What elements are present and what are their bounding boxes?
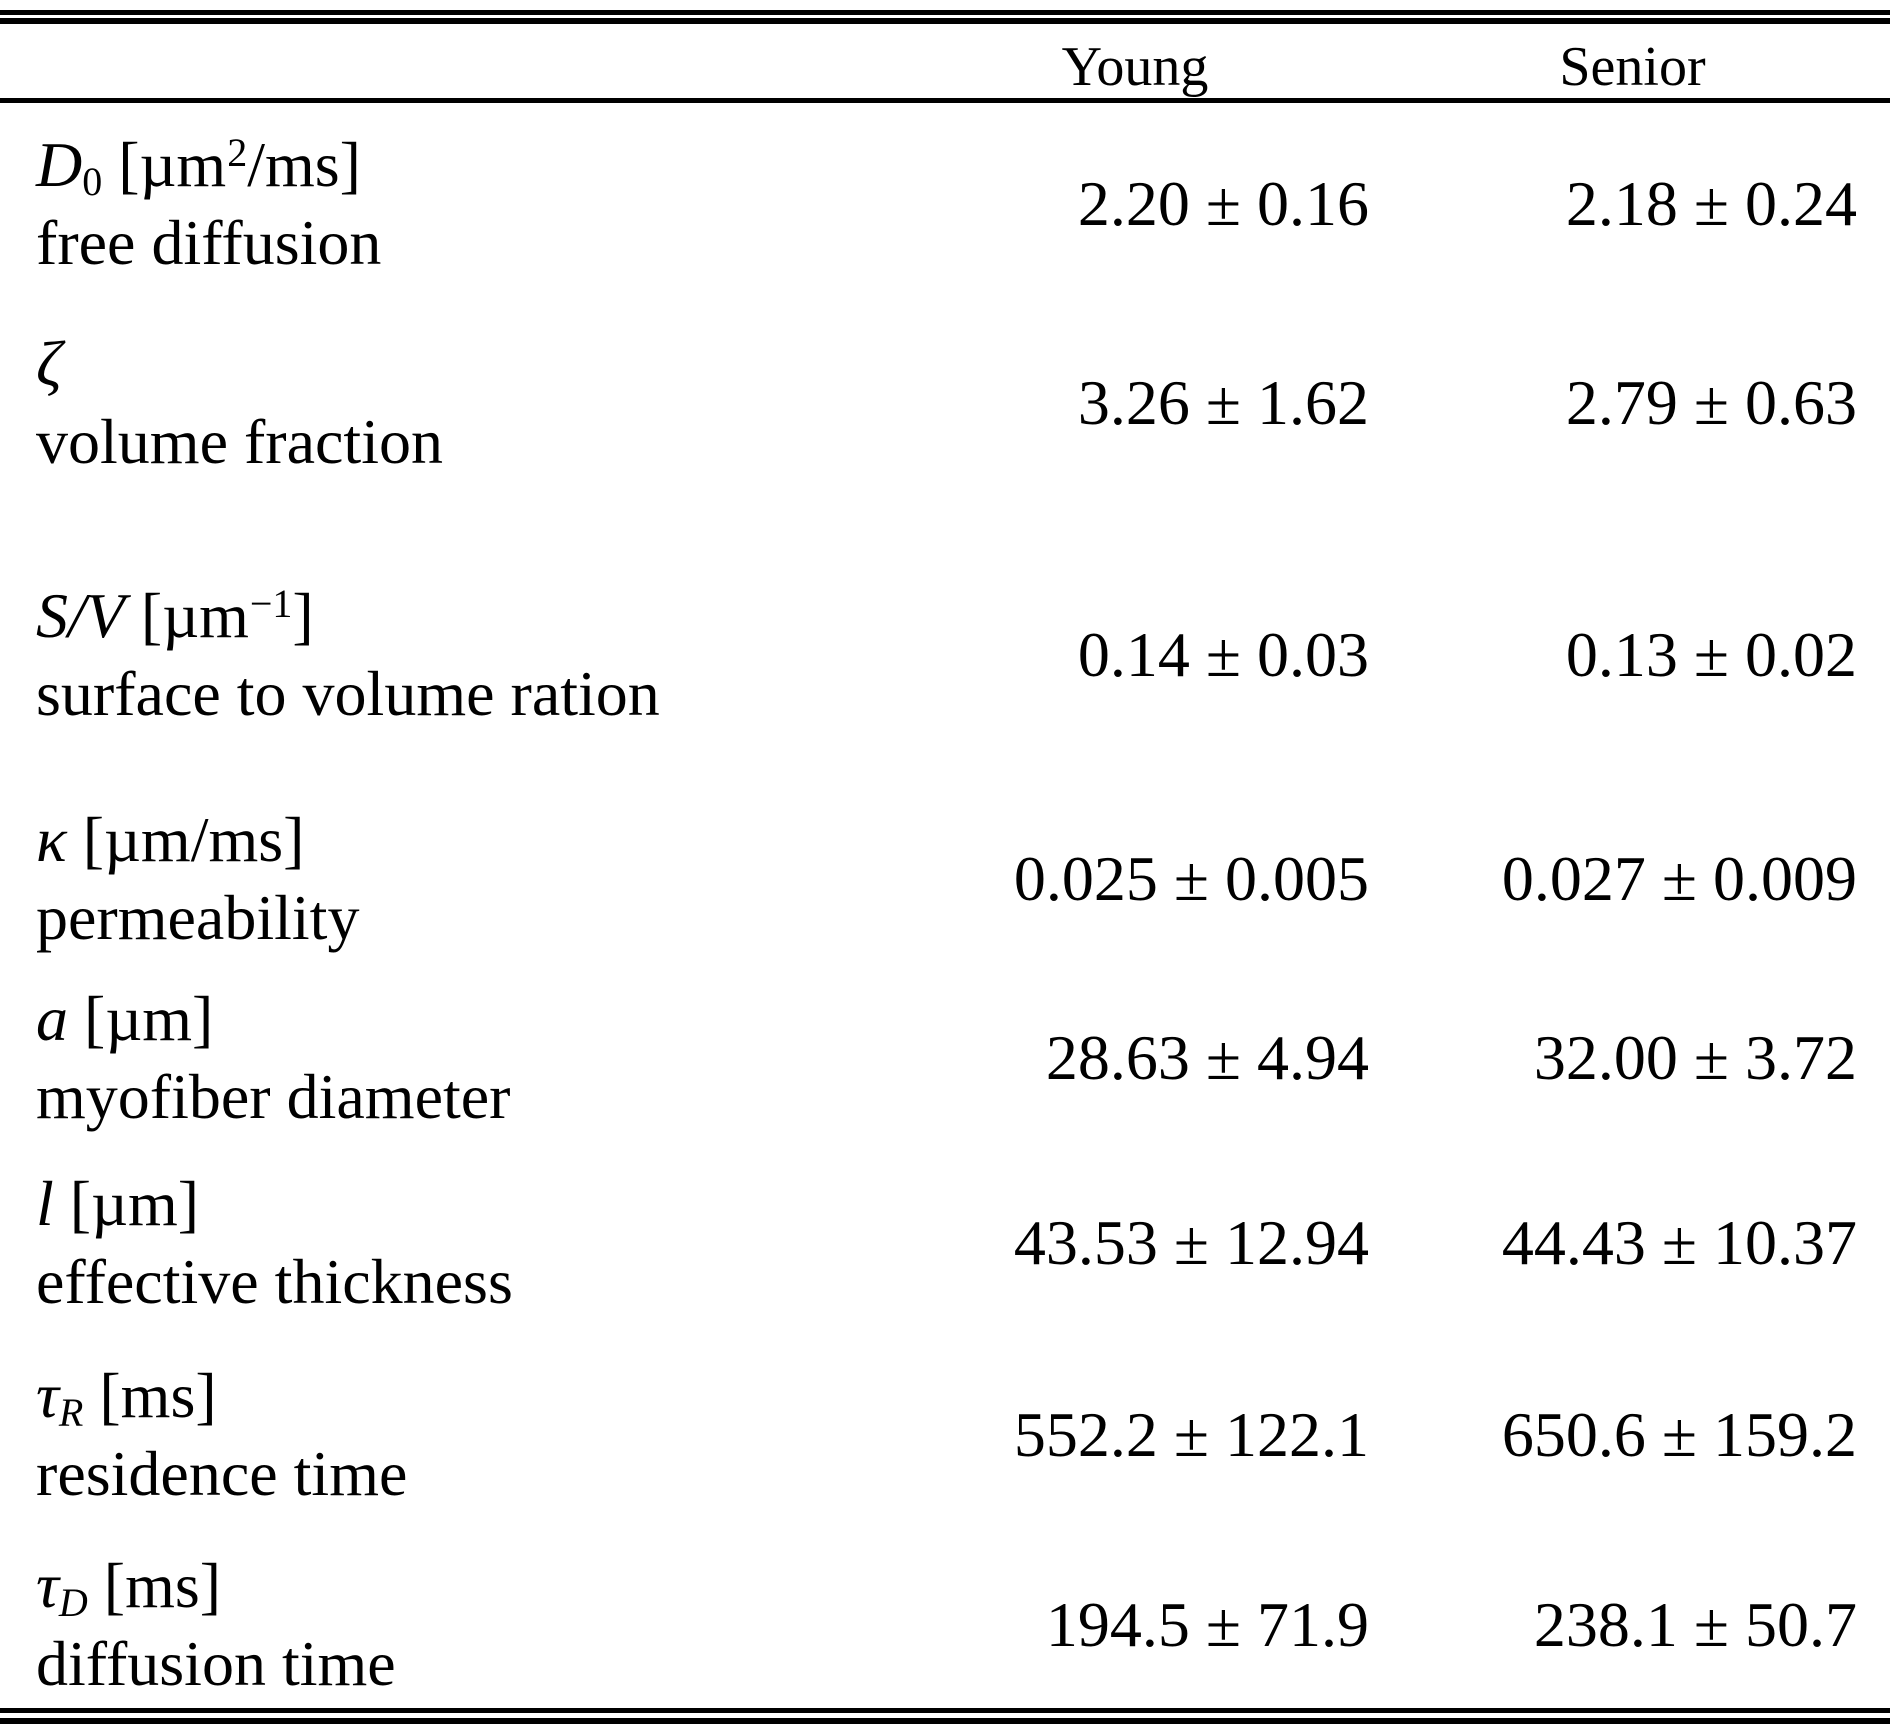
param-symbol: τ: [36, 1360, 59, 1431]
param-symbol-line: a [µm]: [36, 980, 895, 1058]
param-symbol: D: [36, 129, 83, 200]
unit-superscript: 2: [227, 130, 248, 175]
param-label-cell: D0 [µm2/ms] free diffusion: [0, 103, 895, 305]
param-subscript-italic: D: [58, 1579, 88, 1625]
param-description: surface to volume ration: [36, 657, 660, 729]
unit-pre: [ms]: [103, 1550, 222, 1621]
param-unit: [µm2/ms]: [118, 129, 361, 200]
value-senior: 650.6 ± 159.2: [1501, 1399, 1857, 1470]
value-senior: 32.00 ± 3.72: [1533, 1022, 1857, 1093]
param-symbol-line: D0 [µm2/ms]: [36, 126, 895, 204]
unit-pre: [µm]: [69, 1168, 200, 1239]
param-symbol-line: S/V [µm−1]: [36, 577, 895, 655]
param-description: permeability: [36, 882, 360, 953]
param-unit: [µm−1]: [141, 580, 314, 651]
unit-pre: [ms]: [99, 1360, 217, 1431]
param-symbol: l: [36, 1168, 54, 1239]
param-label-cell: κ [µm/ms] permeability: [0, 804, 895, 953]
value-young: 0.025 ± 0.005: [1013, 843, 1369, 914]
value-young: 2.20 ± 0.16: [1077, 168, 1369, 239]
param-unit: [µm]: [84, 983, 214, 1054]
param-label-cell: ζ volume fraction: [0, 305, 895, 501]
value-senior: 2.18 ± 0.24: [1565, 168, 1857, 239]
param-subscript: 0: [82, 158, 103, 204]
param-symbol: a: [36, 983, 68, 1054]
header-parameter: [0, 24, 895, 103]
top-rule-inner: [0, 18, 1890, 24]
param-symbol: κ: [36, 804, 67, 875]
param-unit: [78, 328, 79, 399]
param-symbol: S/V: [36, 579, 125, 651]
value-senior: 238.1 ± 50.7: [1533, 1589, 1857, 1660]
value-young: 194.5 ± 71.9: [1045, 1589, 1369, 1660]
unit-pre: [µm: [140, 579, 249, 651]
param-unit: [ms]: [104, 1550, 222, 1621]
param-label-cell: τR [ms] residence time: [0, 1320, 895, 1550]
unit-pre: [µm: [118, 129, 227, 200]
param-description: free diffusion: [36, 207, 382, 278]
value-senior: 0.13 ± 0.02: [1565, 618, 1857, 690]
param-description: residence time: [36, 1438, 408, 1509]
param-description: volume fraction: [36, 406, 443, 477]
unit-pre: [µm]: [84, 983, 214, 1054]
parameters-table: Young Senior D0 [µm2/ms] free diffusion 2…: [0, 24, 1890, 1700]
param-unit: [ms]: [99, 1360, 217, 1431]
param-symbol-line: l [µm]: [36, 1165, 895, 1243]
value-young: 0.14 ± 0.03: [1077, 618, 1369, 690]
param-label-cell: τD [ms] diffusion time: [0, 1550, 895, 1700]
unit-post: ]: [292, 579, 314, 651]
value-senior: 44.43 ± 10.37: [1501, 1207, 1857, 1278]
value-young: 552.2 ± 122.1: [1013, 1399, 1369, 1470]
param-description: effective thickness: [36, 1246, 513, 1317]
header-senior: Senior: [1559, 36, 1706, 98]
value-senior: 2.79 ± 0.63: [1565, 367, 1857, 438]
param-symbol: ζ: [36, 328, 62, 399]
param-label-cell: a [µm] myofiber diameter: [0, 950, 895, 1166]
param-symbol: τ: [36, 1550, 59, 1621]
bottom-rule-outer: [0, 1718, 1890, 1724]
value-young: 3.26 ± 1.62: [1077, 367, 1369, 438]
param-symbol-line: τD [ms]: [36, 1547, 895, 1625]
unit-superscript: −1: [249, 580, 293, 626]
unit-pre: [µm/ms]: [82, 804, 305, 875]
param-unit: [µm/ms]: [83, 804, 306, 875]
param-description: myofiber diameter: [36, 1061, 511, 1132]
param-symbol-line: ζ: [36, 325, 895, 403]
header-rule: [0, 98, 1890, 103]
header-young: Young: [1061, 36, 1209, 98]
param-symbol-line: κ [µm/ms]: [36, 801, 895, 879]
unit-post: /ms]: [247, 129, 361, 200]
value-senior: 0.027 ± 0.009: [1501, 843, 1857, 914]
value-young: 28.63 ± 4.94: [1045, 1022, 1369, 1093]
param-symbol-line: τR [ms]: [36, 1357, 895, 1435]
param-label-cell: l [µm] effective thickness: [0, 1166, 895, 1320]
param-label-cell: S/V [µm−1] surface to volume ration: [0, 501, 895, 808]
value-young: 43.53 ± 12.94: [1013, 1207, 1369, 1278]
param-subscript-italic: R: [58, 1389, 84, 1435]
top-rule-outer: [0, 10, 1890, 15]
param-description: diffusion time: [36, 1628, 396, 1699]
param-unit: [µm]: [70, 1168, 200, 1239]
bottom-rule-inner: [0, 1708, 1890, 1713]
